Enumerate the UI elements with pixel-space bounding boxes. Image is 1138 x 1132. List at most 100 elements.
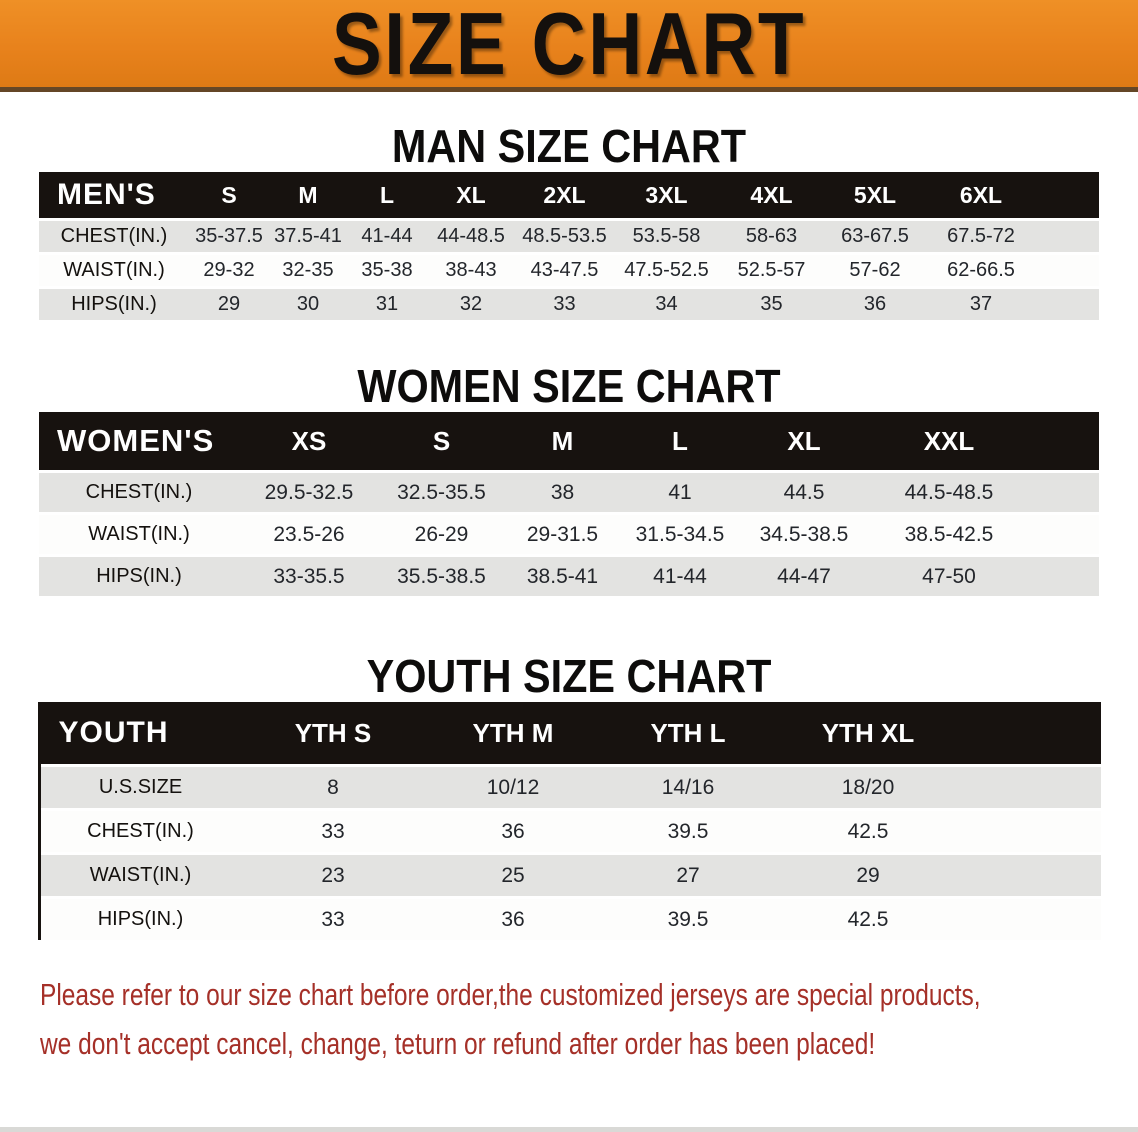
size-cell: 39.5 xyxy=(600,808,776,852)
column-header: 3XL xyxy=(614,172,719,218)
size-cell: 35.5-38.5 xyxy=(379,554,504,596)
size-cell: 33 xyxy=(515,286,614,320)
column-header: L xyxy=(347,172,427,218)
bottom-edge-strip xyxy=(0,1127,1138,1132)
size-cell: 25 xyxy=(425,852,601,896)
size-cell: 33 xyxy=(240,808,426,852)
spacer-cell xyxy=(960,896,1101,940)
table-row: HIPS(IN.) 33 36 39.5 42.5 xyxy=(40,896,1101,940)
size-cell: 29 xyxy=(775,852,961,896)
size-cell: 32 xyxy=(427,286,515,320)
table-row: MEN'S S M L XL 2XL 3XL 4XL 5XL 6XL xyxy=(39,172,1099,218)
size-cell: 39.5 xyxy=(600,896,776,940)
size-cell: 47-50 xyxy=(869,554,1029,596)
column-header: YTH L xyxy=(600,702,776,764)
row-label: WAIST(IN.) xyxy=(40,852,241,896)
table-row: WOMEN'S XS S M L XL XXL xyxy=(39,412,1099,470)
size-cell: 44-47 xyxy=(739,554,869,596)
column-header: XS xyxy=(239,412,379,470)
size-cell: 32.5-35.5 xyxy=(379,470,504,512)
men-size-table: MEN'S S M L XL 2XL 3XL 4XL 5XL 6XL CHEST… xyxy=(39,172,1099,320)
size-cell: 42.5 xyxy=(775,896,961,940)
table-row: U.S.SIZE 8 10/12 14/16 18/20 xyxy=(40,764,1101,808)
size-cell: 53.5-58 xyxy=(614,218,719,252)
column-header: 2XL xyxy=(515,172,614,218)
size-cell: 58-63 xyxy=(719,218,824,252)
size-cell: 18/20 xyxy=(775,764,961,808)
size-cell: 14/16 xyxy=(600,764,776,808)
youth-table-title: YOUTH xyxy=(40,702,241,764)
table-row: HIPS(IN.) 29 30 31 32 33 34 35 36 37 xyxy=(39,286,1099,320)
table-row: YOUTH YTH S YTH M YTH L YTH XL xyxy=(40,702,1101,764)
spacer-cell xyxy=(960,808,1101,852)
column-header: XXL xyxy=(869,412,1029,470)
column-header: M xyxy=(504,412,621,470)
spacer-cell xyxy=(1029,554,1099,596)
size-cell: 29-31.5 xyxy=(504,512,621,554)
size-cell: 26-29 xyxy=(379,512,504,554)
table-row: CHEST(IN.) 33 36 39.5 42.5 xyxy=(40,808,1101,852)
banner-title: SIZE CHART xyxy=(331,0,807,93)
column-header: S xyxy=(189,172,269,218)
order-notice-line-1: Please refer to our size chart before or… xyxy=(40,977,981,1012)
size-cell: 29 xyxy=(189,286,269,320)
size-cell: 34 xyxy=(614,286,719,320)
size-cell: 36 xyxy=(425,808,601,852)
size-cell: 33 xyxy=(240,896,426,940)
size-cell: 38-43 xyxy=(427,252,515,286)
column-header: YTH S xyxy=(240,702,426,764)
size-cell: 35-38 xyxy=(347,252,427,286)
size-cell: 41-44 xyxy=(621,554,739,596)
size-cell: 67.5-72 xyxy=(926,218,1036,252)
size-cell: 36 xyxy=(824,286,926,320)
size-cell: 33-35.5 xyxy=(239,554,379,596)
row-label: HIPS(IN.) xyxy=(39,554,239,596)
row-label: HIPS(IN.) xyxy=(40,896,241,940)
size-cell: 44.5 xyxy=(739,470,869,512)
spacer-cell xyxy=(1029,412,1099,470)
size-cell: 34.5-38.5 xyxy=(739,512,869,554)
row-label: HIPS(IN.) xyxy=(39,286,189,320)
size-cell: 38 xyxy=(504,470,621,512)
size-cell: 32-35 xyxy=(269,252,347,286)
size-cell: 8 xyxy=(240,764,426,808)
column-header: 5XL xyxy=(824,172,926,218)
row-label: WAIST(IN.) xyxy=(39,252,189,286)
size-chart-banner: SIZE CHART xyxy=(0,0,1138,92)
youth-chart-heading: YOUTH SIZE CHART xyxy=(366,650,772,702)
size-cell: 44.5-48.5 xyxy=(869,470,1029,512)
size-cell: 48.5-53.5 xyxy=(515,218,614,252)
column-header: S xyxy=(379,412,504,470)
size-cell: 23.5-26 xyxy=(239,512,379,554)
youth-size-table: YOUTH YTH S YTH M YTH L YTH XL U.S.SIZE … xyxy=(37,702,1101,940)
size-cell: 37.5-41 xyxy=(269,218,347,252)
spacer-cell xyxy=(1029,470,1099,512)
size-cell: 41-44 xyxy=(347,218,427,252)
row-label: CHEST(IN.) xyxy=(40,808,241,852)
size-cell: 47.5-52.5 xyxy=(614,252,719,286)
size-cell: 29.5-32.5 xyxy=(239,470,379,512)
size-cell: 29-32 xyxy=(189,252,269,286)
table-row: CHEST(IN.) 35-37.5 37.5-41 41-44 44-48.5… xyxy=(39,218,1099,252)
spacer-cell xyxy=(960,702,1101,764)
table-row: HIPS(IN.) 33-35.5 35.5-38.5 38.5-41 41-4… xyxy=(39,554,1099,596)
spacer-cell xyxy=(1029,512,1099,554)
size-cell: 37 xyxy=(926,286,1036,320)
women-size-table: WOMEN'S XS S M L XL XXL CHEST(IN.) 29.5-… xyxy=(39,412,1099,596)
size-cell: 38.5-41 xyxy=(504,554,621,596)
row-label: CHEST(IN.) xyxy=(39,218,189,252)
size-cell: 57-62 xyxy=(824,252,926,286)
column-header: XL xyxy=(427,172,515,218)
size-cell: 42.5 xyxy=(775,808,961,852)
women-chart-heading: WOMEN SIZE CHART xyxy=(357,360,781,412)
row-label: U.S.SIZE xyxy=(40,764,241,808)
column-header: YTH M xyxy=(425,702,601,764)
man-chart-heading: MAN SIZE CHART xyxy=(391,120,747,172)
size-cell: 52.5-57 xyxy=(719,252,824,286)
column-header: 4XL xyxy=(719,172,824,218)
table-row: CHEST(IN.) 29.5-32.5 32.5-35.5 38 41 44.… xyxy=(39,470,1099,512)
spacer-cell xyxy=(1036,218,1099,252)
column-header: YTH XL xyxy=(775,702,961,764)
size-cell: 23 xyxy=(240,852,426,896)
column-header: L xyxy=(621,412,739,470)
